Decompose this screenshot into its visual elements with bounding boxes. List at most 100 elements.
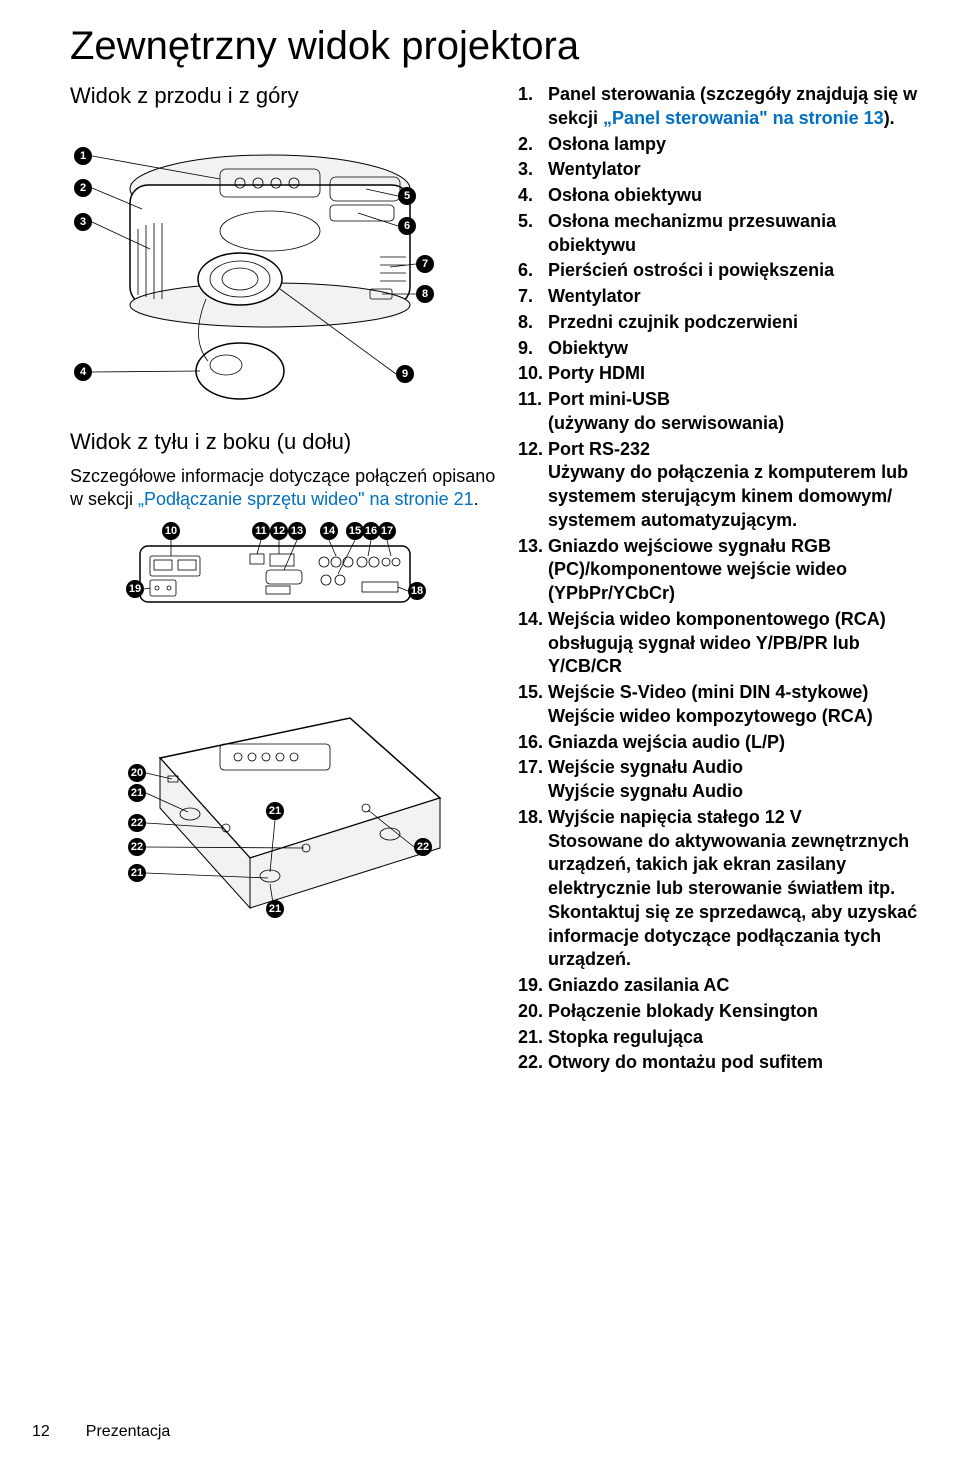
feature-link[interactable]: „Panel sterowania" na stronie 13 <box>603 108 884 128</box>
feature-num: 12. <box>518 438 548 533</box>
feature-text: Przedni czujnik podczerwieni <box>548 311 924 335</box>
feature-text: Wejścia wideo komponentowego (RCA)obsług… <box>548 608 924 679</box>
feature-item: 18.Wyjście napięcia stałego 12 VStosowan… <box>518 806 924 972</box>
feature-text: Port mini-USB(używany do serwisowania) <box>548 388 924 436</box>
feature-text: Osłona lampy <box>548 133 924 157</box>
callout-19: 19 <box>126 580 144 598</box>
feature-item: 7.Wentylator <box>518 285 924 309</box>
feature-text: Gniazdo wejściowe sygnału RGB (PC)/kompo… <box>548 535 924 606</box>
sub-front-top: Widok z przodu i z góry <box>70 83 500 109</box>
feature-item: 20.Połączenie blokady Kensington <box>518 1000 924 1024</box>
feature-text: Połączenie blokady Kensington <box>548 1000 924 1024</box>
feature-num: 19. <box>518 974 548 998</box>
diagram-bottom: 20 21 22 22 21 21 21 22 <box>70 628 500 968</box>
feature-item: 13.Gniazdo wejściowe sygnału RGB (PC)/ko… <box>518 535 924 606</box>
feature-subtext: (używany do serwisowania) <box>548 413 784 433</box>
feature-num: 14. <box>518 608 548 679</box>
callout-21: 21 <box>266 900 284 918</box>
feature-text: Wentylator <box>548 285 924 309</box>
feature-num: 13. <box>518 535 548 606</box>
feature-num: 4. <box>518 184 548 208</box>
left-column: Widok z przodu i z góry <box>70 83 500 1077</box>
feature-text: Wejście sygnału AudioWyjście sygnału Aud… <box>548 756 924 804</box>
feature-subtext: obsługują sygnał wideo Y/PB/PR lub Y/CB/… <box>548 633 860 677</box>
feature-text: Gniazdo zasilania AC <box>548 974 924 998</box>
page-title: Zewnętrzny widok projektora <box>70 24 924 69</box>
feature-item: 17.Wejście sygnału AudioWyjście sygnału … <box>518 756 924 804</box>
feature-num: 22. <box>518 1051 548 1075</box>
callout-13: 13 <box>288 522 306 540</box>
feature-text: Osłona obiektywu <box>548 184 924 208</box>
callout-17: 17 <box>378 522 396 540</box>
feature-num: 6. <box>518 259 548 283</box>
feature-item: 19.Gniazdo zasilania AC <box>518 974 924 998</box>
feature-item: 12.Port RS-232Używany do połączenia z ko… <box>518 438 924 533</box>
callout-2: 2 <box>74 179 92 197</box>
feature-item: 15.Wejście S-Video (mini DIN 4-stykowe) … <box>518 681 924 729</box>
callout-21: 21 <box>128 864 146 882</box>
connection-note: Szczegółowe informacje dotyczące połącze… <box>70 465 500 512</box>
feature-item: 6.Pierścień ostrości i powiększenia <box>518 259 924 283</box>
callout-9: 9 <box>396 365 414 383</box>
feature-text: Port RS-232Używany do połączenia z kompu… <box>548 438 924 533</box>
feature-text: Pierścień ostrości i powiększenia <box>548 259 924 283</box>
feature-num: 7. <box>518 285 548 309</box>
feature-text: Obiektyw <box>548 337 924 361</box>
feature-subtext: Wyjście sygnału Audio <box>548 781 743 801</box>
callout-6: 6 <box>398 217 416 235</box>
feature-num: 15. <box>518 681 548 729</box>
feature-item: 1.Panel sterowania (szczegóły znajdują s… <box>518 83 924 131</box>
feature-num: 11. <box>518 388 548 436</box>
feature-item: 3.Wentylator <box>518 158 924 182</box>
callout-22: 22 <box>128 814 146 832</box>
feature-num: 9. <box>518 337 548 361</box>
feature-num: 8. <box>518 311 548 335</box>
feature-item: 8.Przedni czujnik podczerwieni <box>518 311 924 335</box>
callout-14: 14 <box>320 522 338 540</box>
feature-item: 22.Otwory do montażu pod sufitem <box>518 1051 924 1075</box>
feature-num: 5. <box>518 210 548 258</box>
feature-text: Stopka regulująca <box>548 1026 924 1050</box>
feature-item: 9.Obiektyw <box>518 337 924 361</box>
diagram-front-top: 123456789 <box>70 119 500 429</box>
callout-7: 7 <box>416 255 434 273</box>
feature-text: Wyjście napięcia stałego 12 VStosowane d… <box>548 806 924 972</box>
right-column: 1.Panel sterowania (szczegóły znajdują s… <box>518 83 924 1077</box>
section-name: Prezentacja <box>86 1423 171 1441</box>
callout-4: 4 <box>74 363 92 381</box>
callout-22: 22 <box>414 838 432 856</box>
feature-item: 16.Gniazda wejścia audio (L/P) <box>518 731 924 755</box>
feature-num: 1. <box>518 83 548 131</box>
feature-subtext: Używany do połączenia z komputerem lub s… <box>548 462 908 530</box>
feature-num: 16. <box>518 731 548 755</box>
feature-num: 10. <box>518 362 548 386</box>
feature-list: 1.Panel sterowania (szczegóły znajdują s… <box>518 83 924 1075</box>
feature-num: 17. <box>518 756 548 804</box>
feature-text: Gniazda wejścia audio (L/P) <box>548 731 924 755</box>
callout-5: 5 <box>398 187 416 205</box>
feature-num: 18. <box>518 806 548 972</box>
feature-text: Panel sterowania (szczegóły znajdują się… <box>548 83 924 131</box>
callout-21: 21 <box>266 802 284 820</box>
feature-text: Osłona mechanizmu przesuwania obiektywu <box>548 210 924 258</box>
footer: 12 Prezentacja <box>32 1423 170 1441</box>
callout-20: 20 <box>128 764 146 782</box>
diagram-rear: 10111213141516171918 <box>70 522 500 622</box>
note-suffix: . <box>474 489 479 509</box>
callout-21: 21 <box>128 784 146 802</box>
feature-item: 11.Port mini-USB(używany do serwisowania… <box>518 388 924 436</box>
callout-22: 22 <box>128 838 146 856</box>
projector-front-svg <box>70 119 500 429</box>
feature-text: Wejście S-Video (mini DIN 4-stykowe) Wej… <box>548 681 924 729</box>
feature-text: Porty HDMI <box>548 362 924 386</box>
feature-num: 20. <box>518 1000 548 1024</box>
feature-item: 2.Osłona lampy <box>518 133 924 157</box>
callout-18: 18 <box>408 582 426 600</box>
feature-item: 21.Stopka regulująca <box>518 1026 924 1050</box>
feature-num: 3. <box>518 158 548 182</box>
feature-num: 2. <box>518 133 548 157</box>
feature-item: 10.Porty HDMI <box>518 362 924 386</box>
note-link[interactable]: „Podłączanie sprzętu wideo" na stronie 2… <box>138 489 474 509</box>
feature-item: 5.Osłona mechanizmu przesuwania obiektyw… <box>518 210 924 258</box>
feature-subtext: Stosowane do aktywowania zewnętrznych ur… <box>548 831 917 970</box>
